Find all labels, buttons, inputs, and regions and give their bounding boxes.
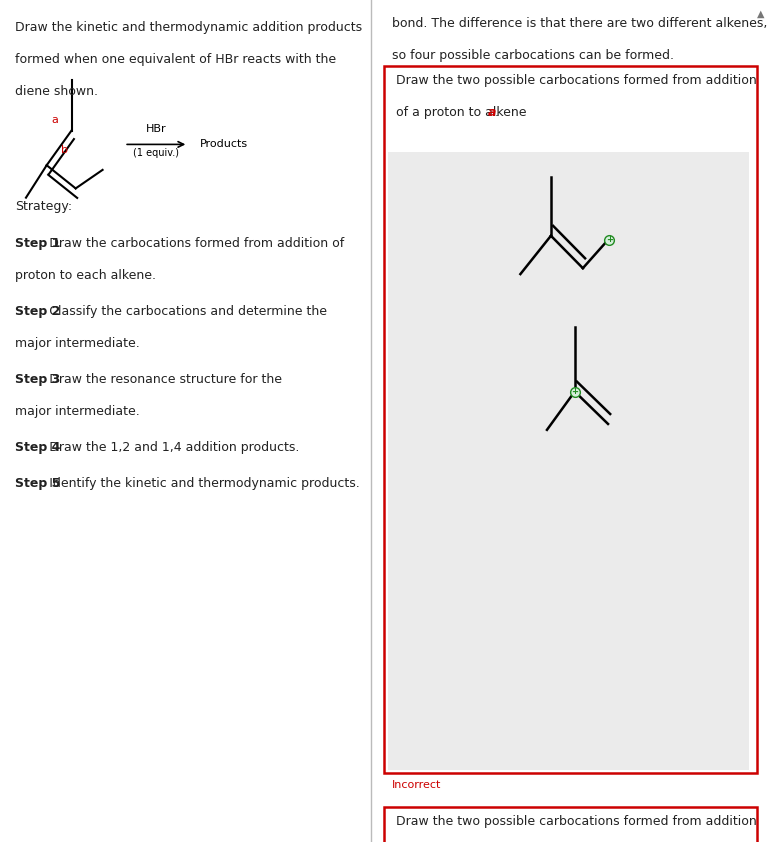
- Text: Step 5: Step 5: [15, 477, 60, 490]
- Text: proton to each alkene.: proton to each alkene.: [15, 269, 156, 281]
- Text: Strategy:: Strategy:: [15, 200, 72, 213]
- Text: : Draw the resonance structure for the: : Draw the resonance structure for the: [41, 373, 282, 386]
- Text: Draw the kinetic and thermodynamic addition products: Draw the kinetic and thermodynamic addit…: [15, 21, 363, 34]
- Text: (1 equiv.): (1 equiv.): [133, 147, 179, 157]
- Text: Draw the two possible carbocations formed from addition: Draw the two possible carbocations forme…: [397, 815, 757, 828]
- Text: : Draw the carbocations formed from addition of: : Draw the carbocations formed from addi…: [41, 237, 344, 249]
- Text: +: +: [606, 236, 613, 244]
- Text: bond. The difference is that there are two different alkenes,: bond. The difference is that there are t…: [393, 17, 768, 29]
- Text: of a proton to alkene: of a proton to alkene: [397, 106, 531, 119]
- Text: diene shown.: diene shown.: [15, 85, 98, 98]
- Bar: [384, 66, 757, 773]
- Text: +: +: [571, 387, 578, 396]
- Text: : Draw the 1,2 and 1,4 addition products.: : Draw the 1,2 and 1,4 addition products…: [41, 441, 299, 454]
- Text: : Classify the carbocations and determine the: : Classify the carbocations and determin…: [41, 305, 327, 317]
- Text: Products: Products: [199, 140, 247, 149]
- Text: Step 2: Step 2: [15, 305, 60, 317]
- Text: Incorrect: Incorrect: [393, 780, 441, 790]
- Text: so four possible carbocations can be formed.: so four possible carbocations can be for…: [393, 49, 674, 61]
- Text: Step 3: Step 3: [15, 373, 60, 386]
- Text: ▲: ▲: [758, 8, 764, 19]
- Text: major intermediate.: major intermediate.: [15, 405, 140, 418]
- Text: HBr: HBr: [146, 125, 166, 134]
- Bar: [384, 807, 757, 842]
- Text: Step 4: Step 4: [15, 441, 60, 454]
- Text: b: b: [61, 145, 68, 155]
- Text: : Identify the kinetic and thermodynamic products.: : Identify the kinetic and thermodynamic…: [41, 477, 359, 490]
- Text: .: .: [495, 106, 499, 119]
- Text: formed when one equivalent of HBr reacts with the: formed when one equivalent of HBr reacts…: [15, 53, 336, 66]
- Bar: [388, 152, 749, 770]
- Text: Draw the two possible carbocations formed from addition: Draw the two possible carbocations forme…: [397, 74, 757, 87]
- Text: major intermediate.: major intermediate.: [15, 337, 140, 349]
- Text: a: a: [51, 115, 58, 125]
- Text: a: a: [488, 106, 496, 119]
- Text: Step 1: Step 1: [15, 237, 60, 249]
